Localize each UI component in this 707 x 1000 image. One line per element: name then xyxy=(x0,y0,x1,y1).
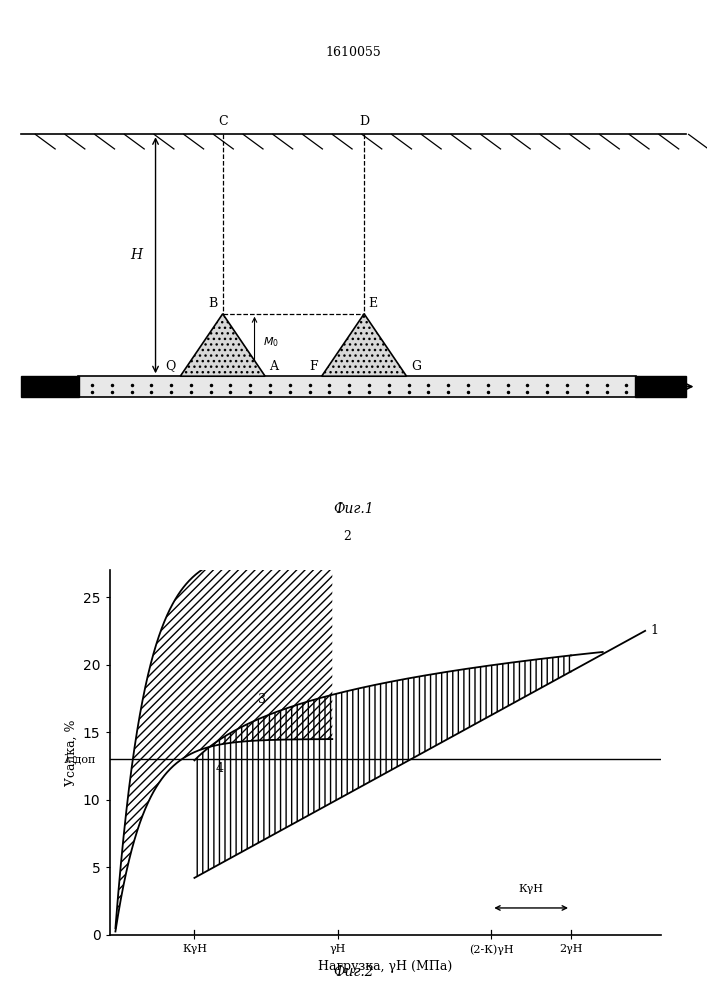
Text: 1610055: 1610055 xyxy=(326,46,381,59)
Text: КγН: КγН xyxy=(519,884,544,894)
Bar xyxy=(78,376,636,397)
Text: G: G xyxy=(411,360,421,373)
Text: C: C xyxy=(218,115,228,128)
Polygon shape xyxy=(180,314,265,376)
Text: E: E xyxy=(368,297,378,310)
Text: Фиг.2: Фиг.2 xyxy=(333,965,374,979)
Text: $M_0$: $M_0$ xyxy=(263,336,279,349)
Text: D: D xyxy=(359,115,369,128)
Text: Q: Q xyxy=(165,360,175,373)
Text: ψ: ψ xyxy=(387,363,395,373)
Text: 2: 2 xyxy=(343,530,351,543)
Bar xyxy=(635,376,686,397)
Text: A: A xyxy=(269,360,279,373)
Text: F: F xyxy=(310,360,318,373)
Text: λ доп: λ доп xyxy=(64,754,95,765)
Text: 1: 1 xyxy=(650,624,658,637)
Y-axis label: Усадка, %: Усадка, % xyxy=(64,719,77,786)
Text: ψ: ψ xyxy=(249,363,256,373)
Text: 3: 3 xyxy=(258,693,266,706)
Bar xyxy=(21,376,79,397)
Text: H: H xyxy=(131,248,143,262)
Text: 4: 4 xyxy=(216,762,223,775)
Text: ψ: ψ xyxy=(334,363,341,373)
X-axis label: Нагрузка, γH (МПа): Нагрузка, γH (МПа) xyxy=(318,960,452,973)
Text: B: B xyxy=(208,297,217,310)
Text: ψ: ψ xyxy=(192,363,199,373)
Text: Фиг.1: Фиг.1 xyxy=(333,502,374,516)
Polygon shape xyxy=(322,314,407,376)
